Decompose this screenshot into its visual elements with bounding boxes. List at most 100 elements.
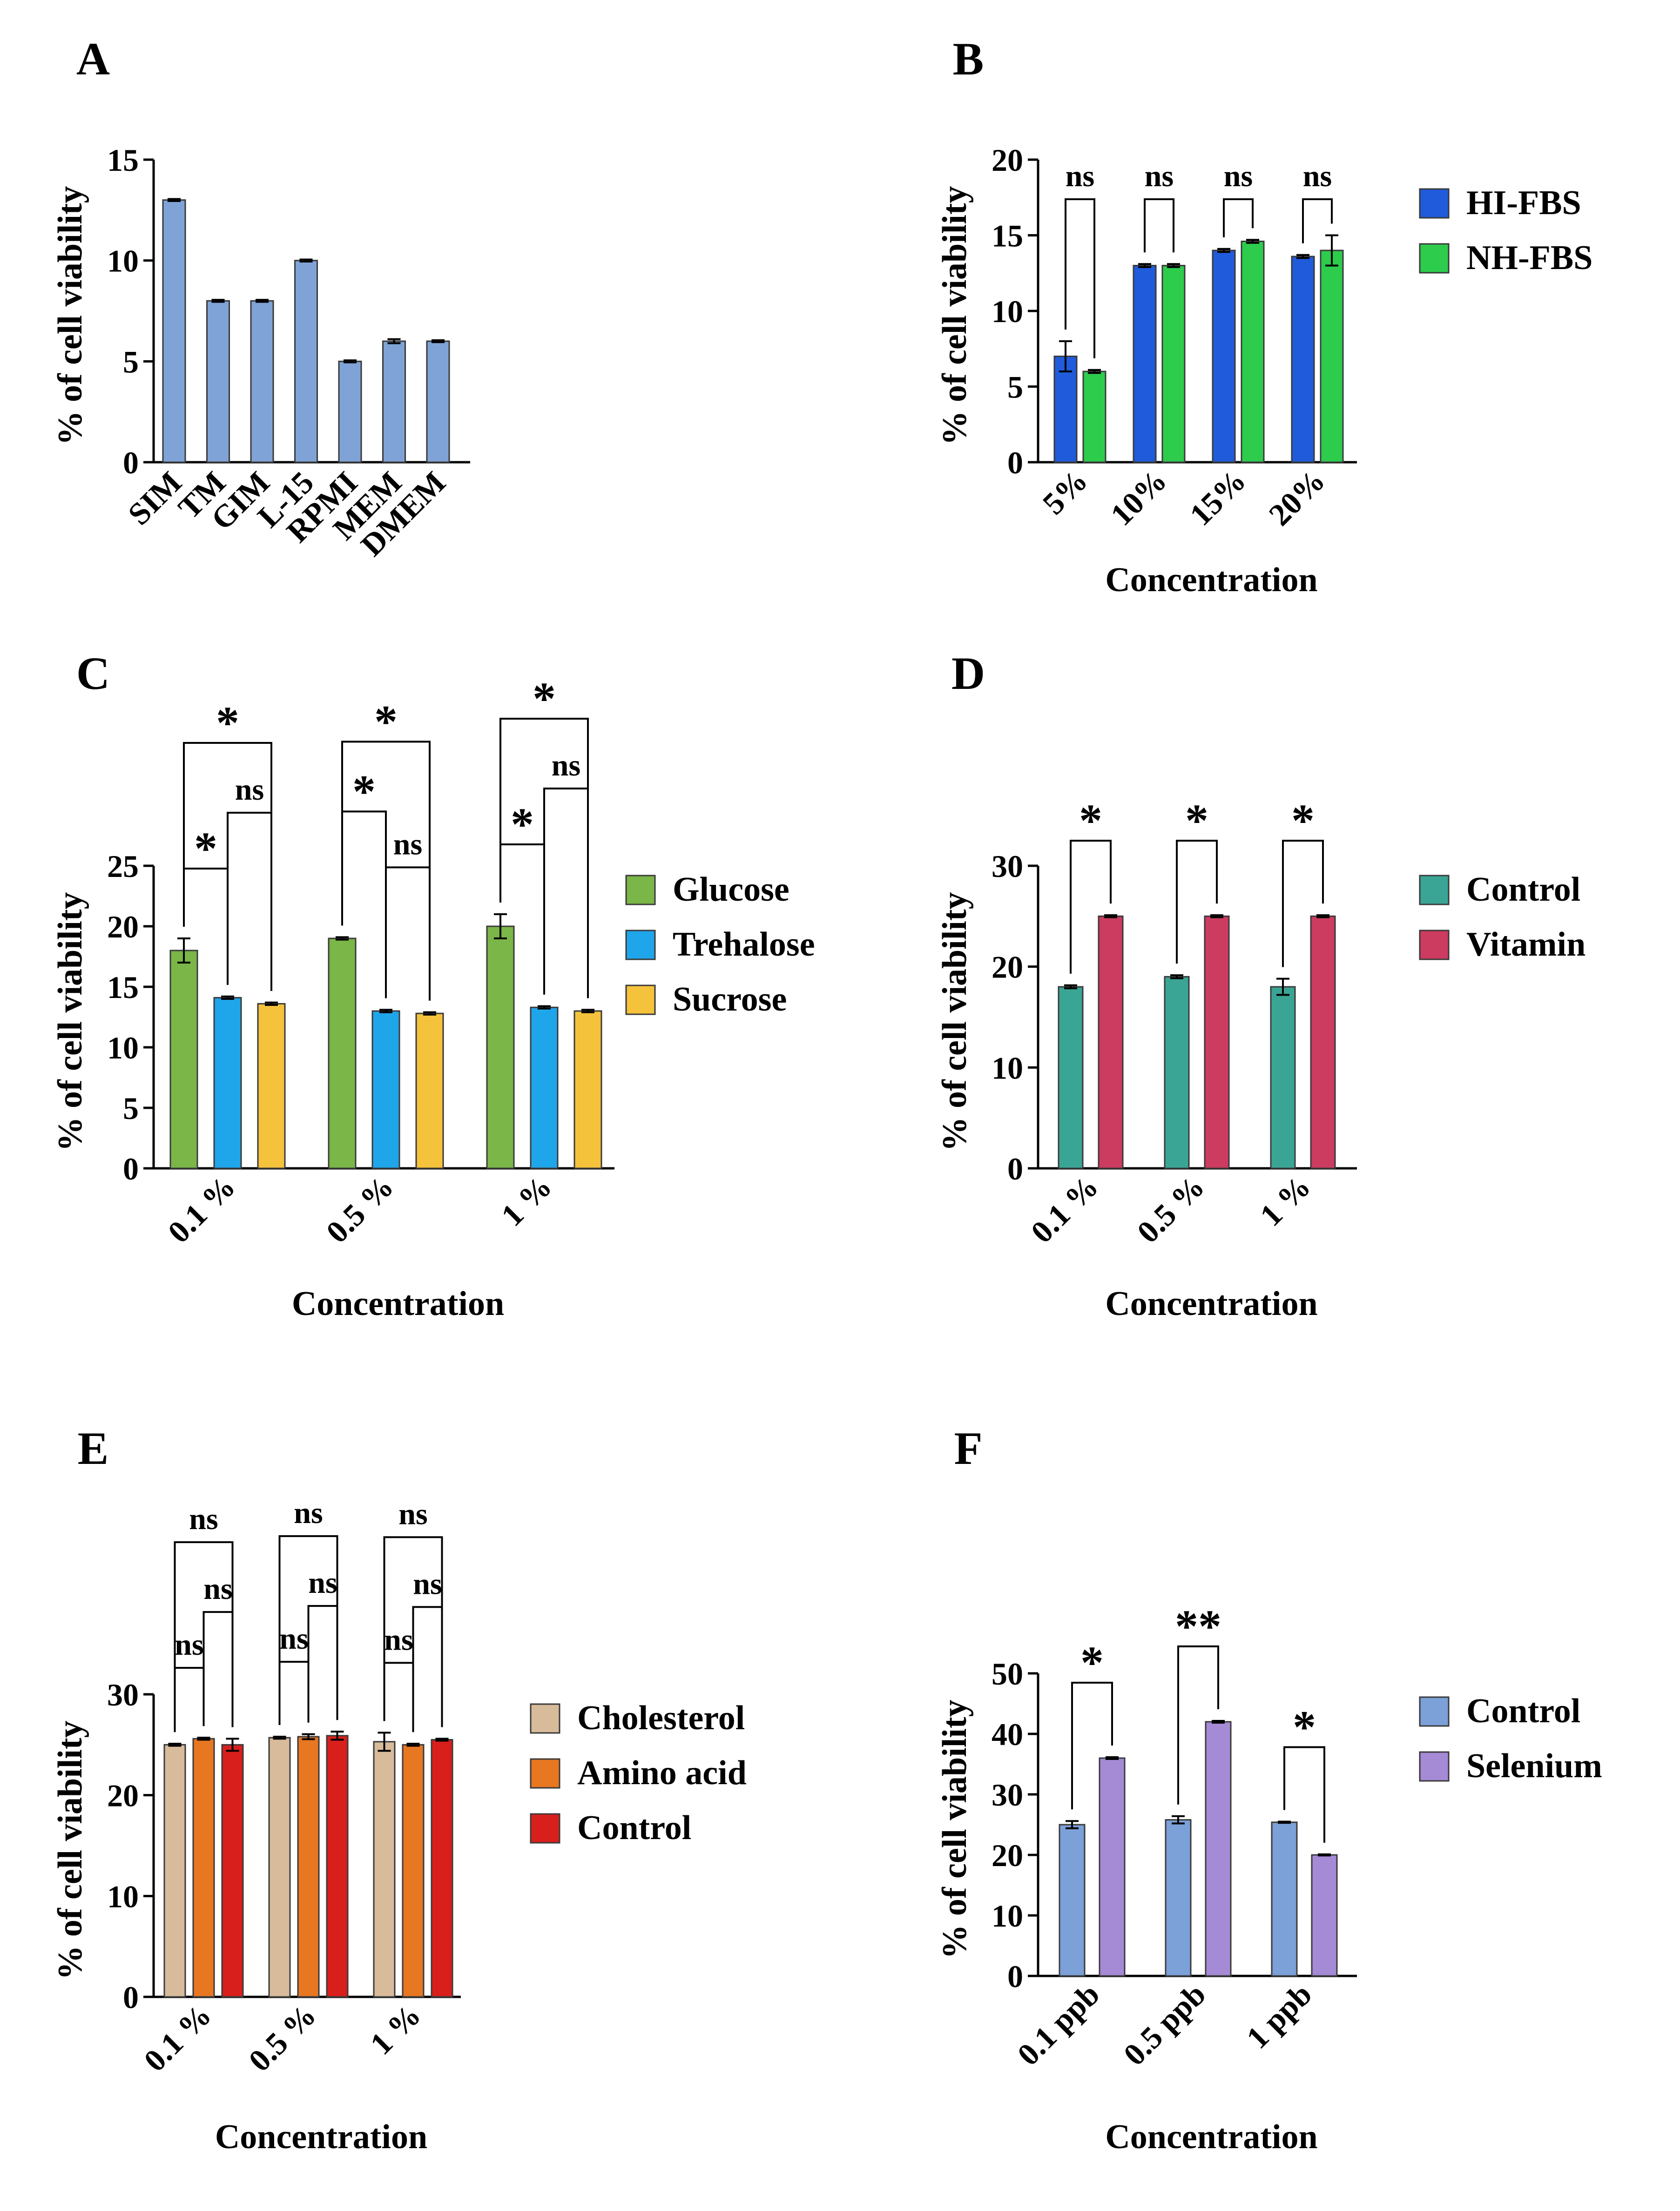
y-tick-label: 0 [123, 1151, 139, 1186]
bar-glucose-0-1 [169, 950, 198, 1169]
bar-value-dmem [426, 340, 450, 463]
y-tick-label: 15 [107, 142, 139, 178]
legend-label-control: Control [577, 1809, 691, 1847]
y-tick-label: 0 [1007, 1151, 1023, 1186]
significance-bracket [1302, 198, 1333, 243]
legend-label-sucrose: Sucrose [673, 980, 787, 1018]
legend-label-hi-fbs: HI-FBS [1466, 184, 1581, 222]
x-tick-label-0-5-ppb: 0.5 ppb [1117, 1976, 1213, 2072]
y-tick-label: 5 [123, 344, 139, 379]
y-tick-label: 10 [107, 1030, 139, 1065]
significance-bracket [383, 1662, 414, 1732]
bar-nh-fbs-20 [1320, 249, 1344, 463]
x-tick-label-1: 1 % [1253, 1169, 1317, 1233]
legend-swatch-control [1419, 1696, 1450, 1727]
bar-hi-fbs-20 [1291, 256, 1315, 463]
bar-selenium-1-ppb [1311, 1854, 1338, 1977]
significance-bracket [385, 866, 431, 1001]
y-tick-label: 20 [992, 950, 1023, 985]
bar-selenium-0-1-ppb [1099, 1757, 1126, 1977]
significance-bracket [1144, 198, 1174, 253]
y-axis-title: % of cell viability [51, 1721, 89, 1980]
legend-swatch-nh-fbs [1419, 243, 1450, 274]
bar-selenium-0-5-ppb [1205, 1721, 1232, 1977]
bar-glucose-0-5 [328, 937, 357, 1169]
y-tick-label: 30 [992, 849, 1023, 884]
x-tick-label-20: 20% [1262, 463, 1332, 533]
significance-bracket [1282, 840, 1324, 967]
significance-ns: ns [413, 1567, 442, 1601]
bar-control-0-1 [221, 1744, 244, 1998]
panel-letter: C [76, 647, 110, 699]
significance-star: * [533, 673, 556, 724]
bar-vitamin-1 [1310, 915, 1336, 1169]
panel-b: B 0 5 10 15 20 % of cell viability 5% 10% 15% 20% C… [936, 33, 1592, 599]
significance-bracket [499, 718, 589, 998]
significance-bracket [1176, 840, 1218, 964]
panel-letter: E [78, 1422, 109, 1474]
y-axis-title: % of cell viability [51, 186, 89, 445]
y-tick-label: 15 [107, 970, 139, 1005]
significance-ns: ns [175, 1628, 203, 1662]
significance-bracket [341, 741, 431, 1001]
significance-bracket [1070, 840, 1112, 974]
bar-control-0-1 [1058, 986, 1084, 1169]
x-tick-label-15: 15% [1183, 463, 1253, 533]
legend-label-nh-fbs: NH-FBS [1466, 239, 1592, 277]
legend-label-glucose: Glucose [673, 870, 789, 909]
significance-star: * [1293, 1701, 1316, 1753]
significance-bracket [227, 812, 272, 991]
legend-label-vitamin: Vitamin [1466, 925, 1586, 964]
x-tick-label-0-1-ppb: 0.1 ppb [1011, 1976, 1107, 2072]
legend-label-trehalose: Trehalose [673, 925, 815, 964]
x-tick-label-0-5: 0.5 % [319, 1169, 400, 1250]
x-tick-label-0-5: 0.5 % [242, 1997, 323, 2078]
bar-cholesterol-1 [373, 1741, 396, 1998]
bar-hi-fbs-10 [1133, 265, 1157, 463]
panel-letter: A [76, 33, 110, 85]
y-tick-label: 0 [1007, 445, 1023, 480]
y-tick-label: 20 [992, 1838, 1023, 1873]
panel-c: C 0 5 10 15 20 25 % of cell viability 0.1 % 0.5 %… [51, 647, 815, 1323]
significance-bracket [543, 788, 589, 998]
bar-hi-fbs-5 [1053, 356, 1078, 463]
bar-amino-acid-1 [402, 1744, 425, 1998]
bar-trehalose-0-5 [371, 1010, 400, 1169]
significance-bracket [412, 1606, 443, 1732]
legend-label-control: Control [1466, 870, 1580, 909]
y-tick-label: 40 [992, 1717, 1023, 1752]
legend-swatch-glucose [625, 875, 656, 905]
bar-control-1 [431, 1739, 453, 1998]
panel-letter: D [951, 647, 985, 699]
y-tick-label: 15 [992, 218, 1023, 254]
legend-label-selenium: Selenium [1466, 1747, 1602, 1785]
bar-value-tm [206, 300, 230, 463]
significance-bracket [1071, 1682, 1113, 1810]
x-tick-label-0-1: 0.1 % [161, 1169, 242, 1250]
legend-label-amino-acid: Amino acid [577, 1754, 747, 1792]
x-axis-title: Concentration [215, 2118, 427, 2156]
bar-control-0-5 [326, 1735, 349, 1998]
y-tick-label: 20 [107, 1778, 139, 1813]
significance-star: * [1291, 795, 1315, 846]
bar-control-0-5 [1164, 976, 1190, 1169]
significance-ns: ns [1066, 159, 1094, 193]
bar-cholesterol-0-1 [163, 1744, 186, 1998]
significance-ns: ns [1224, 159, 1253, 193]
bar-value-mem [382, 340, 406, 463]
significance-star: * [352, 765, 376, 817]
bar-hi-fbs-15 [1212, 249, 1236, 463]
y-tick-label: 5 [123, 1091, 139, 1126]
significance-bracket [1283, 1746, 1325, 1843]
bar-trehalose-1 [530, 1006, 559, 1169]
x-tick-label-1: 1 % [363, 1997, 427, 2062]
significance-ns: ns [189, 1502, 218, 1536]
bar-nh-fbs-15 [1241, 241, 1265, 463]
x-tick-label-10: 10% [1104, 463, 1174, 533]
significance-ns: ns [398, 1497, 427, 1531]
x-tick-label-0-1: 0.1 % [137, 1997, 218, 2078]
legend-swatch-trehalose [625, 930, 656, 960]
y-tick-label: 0 [1007, 1959, 1023, 1994]
significance-ns: ns [308, 1566, 337, 1600]
significance-ns: ns [279, 1622, 308, 1656]
